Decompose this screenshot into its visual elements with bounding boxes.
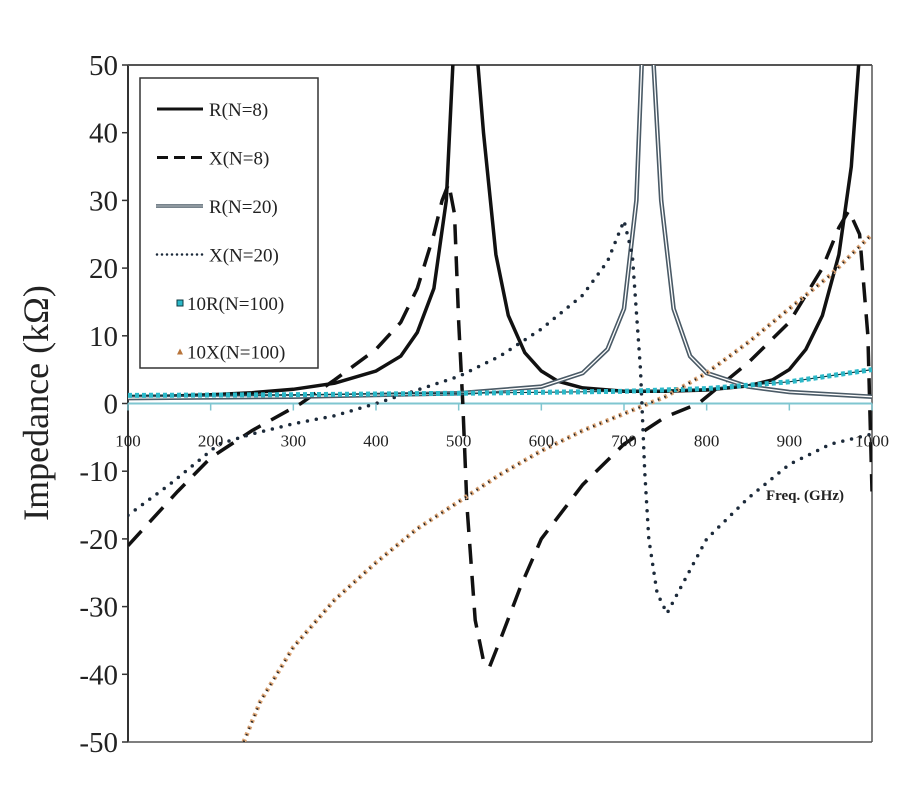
legend-item: X(N=8) <box>157 149 269 170</box>
y-tick-label: -30 <box>79 592 118 624</box>
series-10r-n-100 <box>128 367 872 398</box>
legend-swatch-triangle <box>177 348 183 355</box>
y-axis-label: Impedance (kΩ) <box>16 285 56 521</box>
legend-item: 10R(N=100) <box>176 294 284 315</box>
x-tick-label: 100 <box>115 432 141 451</box>
x-tick-label: 500 <box>446 432 472 451</box>
legend-item: R(N=20) <box>156 197 278 218</box>
x-tick-label: 700 <box>611 432 637 451</box>
legend-item: 10X(N=100) <box>177 343 285 364</box>
series-x-n-8 <box>128 177 872 671</box>
series-r-n-20-inner <box>128 65 872 399</box>
legend-label: R(N=20) <box>209 197 278 218</box>
x-tick-label: 600 <box>529 432 555 451</box>
y-tick-label: -50 <box>79 727 118 759</box>
x-tick-label: 300 <box>281 432 307 451</box>
x-axis-label: Freq. (GHz) <box>766 488 844 504</box>
y-tick-label: -10 <box>79 456 118 488</box>
y-tick-label: -40 <box>79 659 118 691</box>
legend-label: X(N=20) <box>209 246 279 267</box>
y-tick-label: 40 <box>89 118 118 150</box>
y-tick-label: 50 <box>89 50 118 82</box>
y-tick-label: 30 <box>89 185 118 217</box>
x-tick-label: 200 <box>198 432 224 451</box>
series-x-n-20 <box>128 215 872 618</box>
legend-label: 10R(N=100) <box>187 294 284 315</box>
x-tick-label: 900 <box>777 432 803 451</box>
y-tick-label: 0 <box>104 389 119 421</box>
legend-label: 10X(N=100) <box>187 343 285 364</box>
legend-item: X(N=20) <box>155 246 279 267</box>
series-r-n-8 <box>128 65 861 399</box>
series-10x-n-100 <box>241 232 872 742</box>
y-tick-label: -20 <box>79 524 118 556</box>
x-tick-label: 1000 <box>855 432 889 451</box>
legend-label: X(N=8) <box>209 149 269 170</box>
x-tick-label: 800 <box>694 432 720 451</box>
series-group <box>128 65 872 742</box>
y-tick-label: 20 <box>89 253 118 285</box>
legend-item: R(N=8) <box>157 100 268 121</box>
x-tick-label: 400 <box>363 432 389 451</box>
legend: R(N=8) X(N=8) R(N=20) X(N=20) 10R(N=100) 10X(… <box>139 77 319 369</box>
legend-swatch-square <box>176 299 184 307</box>
legend-box <box>139 77 319 369</box>
y-tick-label: 10 <box>89 321 118 353</box>
legend-label: R(N=8) <box>209 100 268 121</box>
